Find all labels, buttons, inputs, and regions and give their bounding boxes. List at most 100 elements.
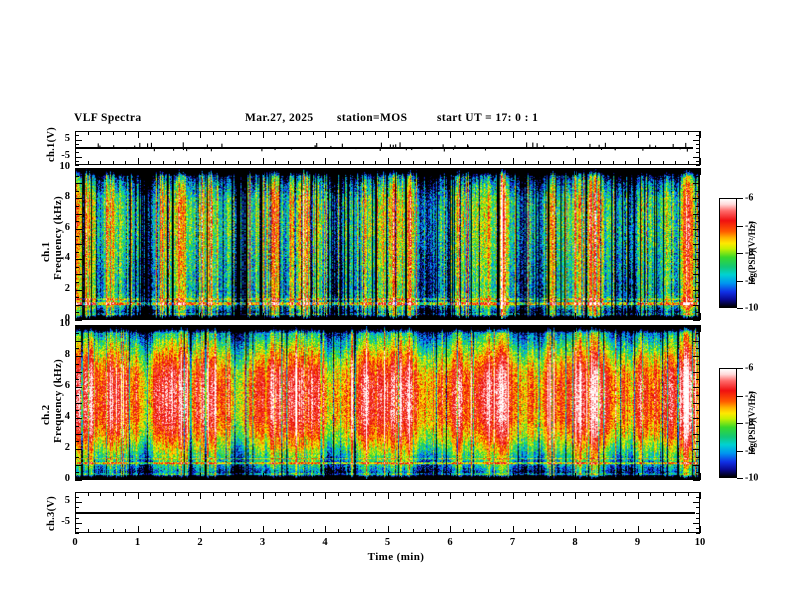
ch3-wave-x-tick	[562, 529, 564, 533]
ch1-spec-x-tick	[637, 168, 639, 175]
ch1-spec-x-tick	[250, 316, 252, 320]
ch1-spec-x-tick	[525, 316, 527, 320]
ch2-spec-x-tick	[537, 325, 539, 329]
time-tick-label: 10	[694, 537, 706, 548]
ch1-wave-x-tick	[275, 131, 277, 135]
ch1-wave-x-tick	[337, 161, 339, 165]
ch1-wave-x-tick	[112, 131, 114, 135]
ch1-wave-x-tick	[412, 161, 414, 165]
ch1-wave-x-tick	[300, 161, 302, 165]
ch1-freq-y-tick	[75, 236, 79, 238]
ch3-wave-x-tick	[550, 529, 552, 533]
ch1-freq-y-tick	[693, 259, 700, 261]
ch2-spec-x-tick	[650, 476, 652, 480]
ch1-colorbar: log(PSD)(V²/Hz) -6 -7 -8 -9 -10	[719, 193, 758, 314]
ch3-wave-x-tick	[225, 492, 227, 496]
ch1-spec-x-tick	[587, 316, 589, 320]
ch1-wave-x-tick	[200, 158, 202, 165]
ch2-spec-x-tick	[487, 325, 489, 329]
ch1-freq-y-tick	[75, 213, 82, 215]
ch1-spec-x-tick	[312, 168, 314, 172]
ch1-wave-x-tick	[637, 158, 639, 165]
ch2-freq-y-tick	[75, 449, 82, 451]
ch2-spec-x-tick	[350, 476, 352, 480]
ch2-spec-x-tick	[650, 325, 652, 329]
observation-date: Mar.27, 2025	[245, 112, 314, 124]
ch2-freq-y-tick	[75, 363, 79, 365]
ch2-spec-x-tick	[100, 325, 102, 329]
ch1-wave-x-tick	[412, 131, 414, 135]
colorbar-tick-label: -6	[745, 362, 754, 374]
ch2-freq-y-tick	[75, 394, 79, 396]
ch1-freq-y-tick	[75, 282, 79, 284]
colorbar-tick-label: -10	[745, 302, 759, 314]
ch1-spec-x-tick	[550, 316, 552, 320]
ch1-freq-y-tick	[75, 206, 79, 208]
ch2-freq-y-tick	[693, 371, 700, 373]
ch2-spec-x-tick	[675, 325, 677, 329]
ch1-wave-x-tick	[325, 158, 327, 165]
ch1-freq-y-tick	[75, 221, 79, 223]
ch2-spec-x-tick	[300, 325, 302, 329]
ch2-spec-x-tick	[437, 476, 439, 480]
ch2-spec-x-tick	[425, 476, 427, 480]
ch3-wave-x-tick	[337, 492, 339, 496]
ch2-colorbar-gradient	[719, 368, 737, 478]
ch1-spec-x-tick	[87, 316, 89, 320]
ch1-freq-y-tick	[75, 190, 79, 192]
ch3-wave-x-tick	[625, 492, 627, 496]
ch3-wave-x-tick	[137, 492, 139, 499]
ch3-wave-x-tick	[612, 492, 614, 496]
ch1-freq-y-tick	[693, 244, 700, 246]
ch2-spec-x-tick	[187, 325, 189, 329]
ch2-spec-x-tick	[137, 325, 139, 332]
ch1-freq-y-tick	[696, 251, 700, 253]
ch1-spec-x-tick	[362, 168, 364, 172]
ch2-spec-x-tick	[262, 325, 264, 332]
ch1-spec-x-tick	[212, 316, 214, 320]
ch1-wave-x-tick	[100, 131, 102, 135]
ch1-freq-y-tick	[693, 198, 700, 200]
colorbar-tick-label: -9	[745, 275, 754, 286]
ch1-wave-x-tick	[150, 161, 152, 165]
ch1-wave-x-tick	[175, 161, 177, 165]
ch3-wave-x-tick	[400, 492, 402, 496]
ch3-wave-y-tick	[75, 502, 82, 504]
ch2-freq-y-tick	[75, 418, 82, 420]
ch1-wave-y-tick	[696, 152, 700, 154]
ch2-spec-x-tick	[87, 476, 89, 480]
ch3-wave-x-tick	[687, 492, 689, 496]
ch2-spec-x-tick	[450, 325, 452, 332]
ch2-spec-x-tick	[137, 473, 139, 480]
ch1-spec-x-tick	[512, 168, 514, 175]
ch1-spec-x-tick	[100, 316, 102, 320]
ch2-spec-x-tick	[125, 325, 127, 329]
ch1-spec-x-tick	[537, 316, 539, 320]
ch1-wave-x-tick	[362, 131, 364, 135]
ch2-spec-x-tick	[212, 325, 214, 329]
ch1-wave-x-tick	[162, 161, 164, 165]
ch1-spec-x-tick	[425, 168, 427, 172]
ch3-wave-y-tick	[75, 527, 79, 529]
ch1-spec-x-tick	[375, 168, 377, 172]
ch2-freq-y-tick	[693, 340, 700, 342]
ch3-wave-x-tick	[125, 492, 127, 496]
time-tick-label: 7	[509, 537, 516, 548]
ch2-freq-y-tick	[696, 363, 700, 365]
ch3-wave-x-tick	[412, 492, 414, 496]
ch3-wave-x-tick	[362, 492, 364, 496]
ch1-wave-x-tick	[237, 131, 239, 135]
ch1-spec-x-tick	[325, 168, 327, 175]
ch3-wave-x-tick	[587, 492, 589, 496]
ch2-spec-x-tick	[662, 325, 664, 329]
ch2-spec-x-tick	[175, 476, 177, 480]
ch3-wave-x-tick	[237, 529, 239, 533]
ch2-freq-y-tick	[75, 402, 82, 404]
ch1-spectrogram-panel	[75, 168, 700, 320]
ch1-wave-x-tick	[562, 161, 564, 165]
ch1-spec-x-tick	[400, 316, 402, 320]
ch2-spec-x-tick	[75, 473, 77, 480]
ch1-spec-x-tick	[300, 316, 302, 320]
ch1-wave-x-tick	[200, 131, 202, 138]
ch2-spec-x-tick	[100, 476, 102, 480]
